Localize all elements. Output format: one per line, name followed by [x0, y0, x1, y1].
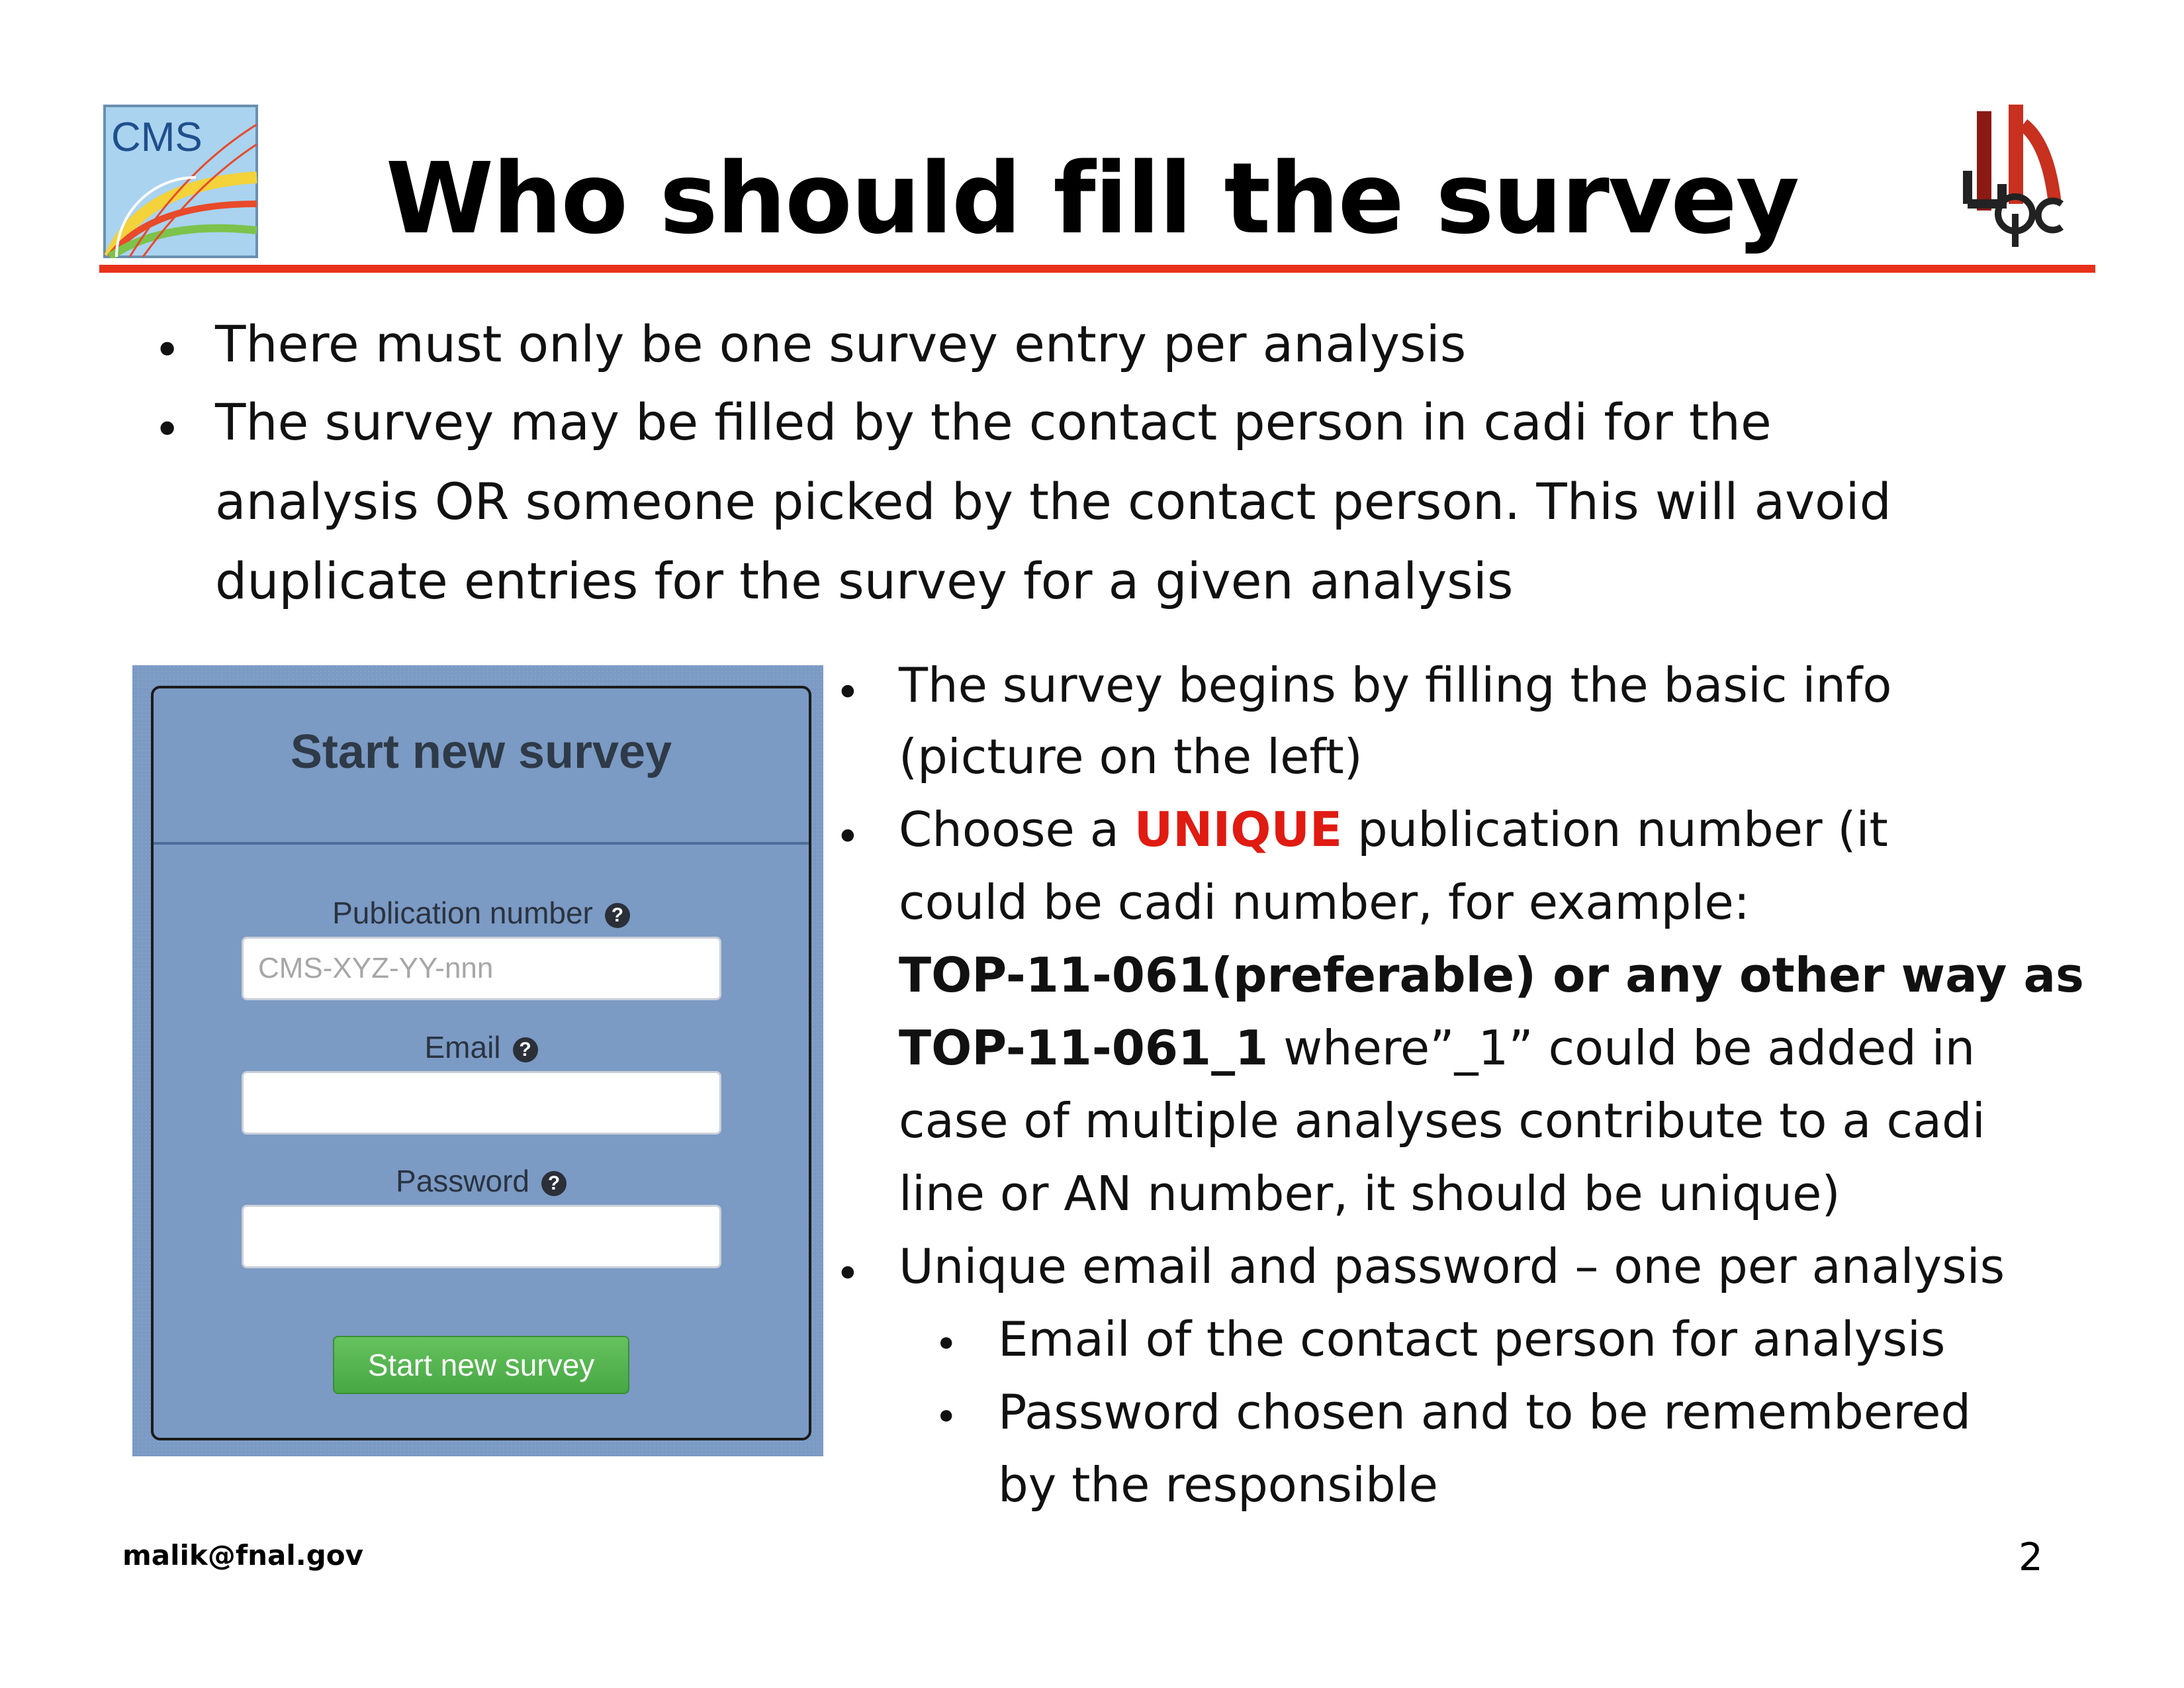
help-icon[interactable]: ?: [512, 1037, 538, 1062]
example-note: where”_1” could be added in: [1268, 1020, 1976, 1076]
unique-highlight: UNIQUE: [1134, 802, 1343, 857]
right-bullet-3: Unique email and password – one per anal…: [899, 1239, 2005, 1294]
right-bullet-2-line-6: line or AN number, it should be unique): [899, 1166, 1841, 1221]
header-rule: [99, 265, 2095, 273]
right-bullet-2-line-5: case of multiple analyses contribute to …: [899, 1093, 1985, 1149]
publication-number-label-text: Publication number: [332, 896, 593, 930]
text-choose: Choose a: [899, 802, 1134, 857]
publication-number-label: Publication number?: [151, 895, 811, 931]
page-number: 2: [2019, 1534, 2043, 1579]
bullet-marker: •: [835, 1250, 860, 1299]
publication-number-input[interactable]: [242, 937, 721, 1000]
bullet-marker: •: [154, 402, 181, 457]
form-title: Start new survey: [290, 726, 672, 778]
sub-bullet-marker: •: [934, 1321, 958, 1368]
top-bullet-1: There must only be one survey entry per …: [215, 314, 1467, 373]
lpc-logo: [1962, 105, 2068, 250]
page-title: Who should fill the survey: [385, 142, 1799, 256]
right-bullet-1-line-2: (picture on the left): [899, 729, 1363, 784]
bullet-marker: •: [835, 669, 860, 718]
right-bullet-2-line-4: TOP-11-061_1 where”_1” could be added in: [899, 1011, 1975, 1084]
form-divider: [154, 842, 809, 845]
start-new-survey-button[interactable]: Start new survey: [333, 1336, 629, 1394]
example-id: TOP-11-061_1: [899, 1020, 1269, 1076]
sub-bullet-2-line-2: by the responsible: [998, 1457, 1438, 1513]
password-label-text: Password: [396, 1164, 529, 1198]
right-bullet-2-line-3: TOP-11-061(preferable) or any other way …: [899, 947, 2084, 1003]
survey-form-card: [151, 686, 811, 1440]
email-input[interactable]: [242, 1071, 721, 1135]
bullet-marker: •: [154, 323, 181, 377]
footer-email: malik@fnal.gov: [122, 1539, 363, 1571]
bullet-marker: •: [835, 813, 860, 862]
cms-logo: CMS: [103, 105, 258, 260]
top-bullet-2-line-1: The survey may be filled by the contact …: [215, 393, 1772, 451]
password-input[interactable]: [242, 1205, 721, 1268]
right-bullet-1-line-1: The survey begins by filling the basic i…: [899, 657, 1892, 713]
cms-logo-text: CMS: [111, 115, 203, 160]
sub-bullet-marker: •: [934, 1394, 958, 1440]
help-icon[interactable]: ?: [541, 1170, 567, 1196]
password-label: Password?: [151, 1163, 811, 1199]
help-icon[interactable]: ?: [604, 902, 630, 928]
email-label: Email?: [151, 1029, 811, 1065]
top-bullet-2-line-2: analysis OR someone picked by the contac…: [215, 472, 1891, 531]
right-bullet-2-line-2: could be cadi number, for example:: [899, 874, 1750, 930]
right-bullet-2-line-1: Choose a UNIQUE publication number (it: [899, 793, 1888, 866]
text-publication: publication number (it: [1342, 802, 1888, 857]
email-label-text: Email: [424, 1030, 501, 1064]
top-bullet-2-line-3: duplicate entries for the survey for a g…: [215, 551, 1514, 610]
sub-bullet-2-line-1: Password chosen and to be remembered: [998, 1384, 1972, 1440]
sub-bullet-1: Email of the contact person for analysis: [998, 1311, 1946, 1367]
